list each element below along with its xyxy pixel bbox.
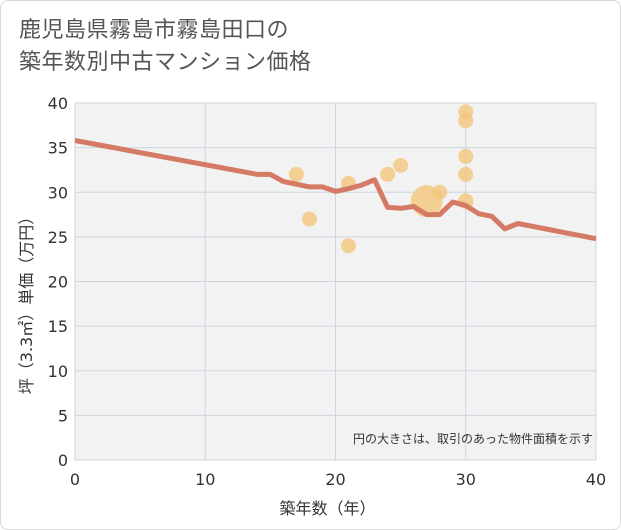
x-tick-label: 40 xyxy=(586,470,606,489)
y-tick-label: 0 xyxy=(58,451,68,470)
x-tick-label: 30 xyxy=(456,470,476,489)
x-tick-label: 0 xyxy=(70,470,80,489)
y-tick-label: 15 xyxy=(48,317,68,336)
x-tick-label: 10 xyxy=(195,470,215,489)
chart-title-line2: 築年数別中古マンション価格 xyxy=(19,50,312,75)
bubble-point xyxy=(301,211,317,227)
bubble-point xyxy=(458,166,474,182)
y-axis-label: 坪（3.3㎡）単価（万円） xyxy=(17,209,36,394)
y-tick-label: 20 xyxy=(48,273,68,292)
size-note: 円の大きさは、取引のあった物件面積を示す xyxy=(353,431,593,446)
y-tick-label: 30 xyxy=(48,183,68,202)
bubble-point xyxy=(458,113,474,129)
y-tick-label: 10 xyxy=(48,362,68,381)
y-tick-label: 25 xyxy=(48,228,68,247)
x-tick-labels: 0 10 20 30 40 xyxy=(70,470,606,489)
y-tick-labels: 0 5 10 15 20 25 30 35 40 xyxy=(48,94,68,470)
bubble-point xyxy=(380,166,396,182)
y-tick-label: 40 xyxy=(48,94,68,113)
bubble-point xyxy=(432,184,448,200)
bubble-point xyxy=(288,166,304,182)
x-tick-label: 20 xyxy=(325,470,345,489)
y-tick-label: 5 xyxy=(58,406,68,425)
chart-title: 鹿児島県霧島市霧島田口の 築年数別中古マンション価格 xyxy=(19,15,312,79)
bubble-point xyxy=(341,238,357,254)
bubble-point xyxy=(393,157,409,173)
trend-line xyxy=(74,138,597,242)
bubble-point xyxy=(458,149,474,165)
x-axis-label: 築年数（年） xyxy=(279,499,375,518)
y-tick-label: 35 xyxy=(48,139,68,158)
chart-title-line1: 鹿児島県霧島市霧島田口の xyxy=(19,18,290,43)
bubble-series xyxy=(288,104,474,254)
